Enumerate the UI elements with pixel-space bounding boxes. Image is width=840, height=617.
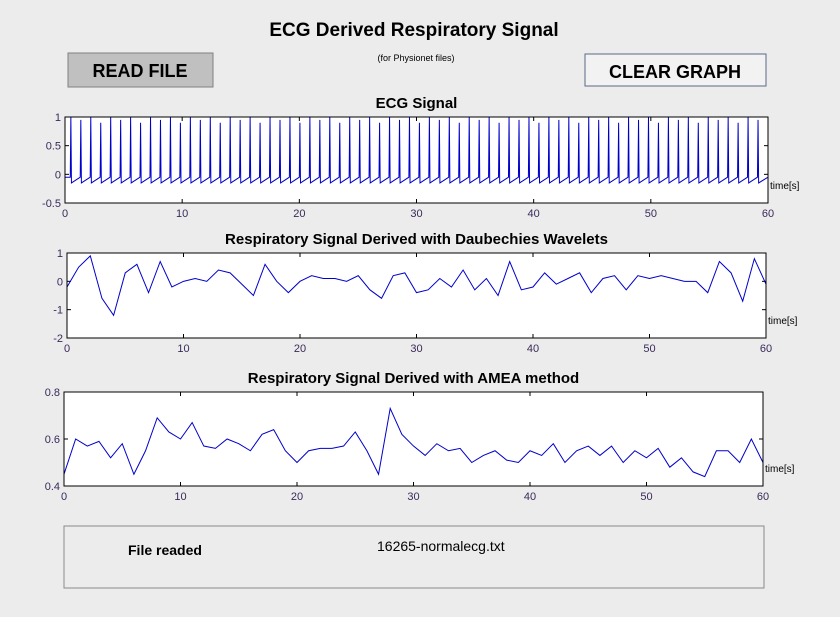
x-tick-label: 50	[645, 208, 657, 220]
y-tick-label: -2	[53, 333, 63, 345]
plot-title: ECG Signal	[376, 95, 458, 112]
y-tick-label: 0.5	[46, 141, 61, 153]
x-tick-label: 40	[528, 208, 540, 220]
file-panel	[63, 525, 765, 589]
plot-area	[64, 406, 763, 478]
read-file-button[interactable]: READ FILE	[67, 52, 214, 88]
x-tick-label: 0	[62, 208, 68, 220]
axes-background	[64, 392, 763, 486]
button-face[interactable]	[67, 52, 214, 88]
x-tick-label: 0	[61, 491, 67, 503]
clear-graph-button[interactable]: CLEAR GRAPH	[584, 53, 767, 87]
x-axis-label: time[s]	[765, 464, 795, 475]
x-tick-label: 40	[527, 343, 539, 355]
button-label[interactable]: READ FILE	[92, 61, 187, 81]
signal-line	[64, 406, 763, 478]
x-tick-label: 10	[176, 208, 188, 220]
x-axis-label: time[s]	[770, 181, 800, 192]
file-name: 16265-normalecg.txt	[377, 538, 505, 554]
x-tick-label: 10	[174, 491, 186, 503]
y-tick-label: 1	[55, 112, 61, 124]
y-tick-label: 1	[57, 248, 63, 260]
x-tick-label: 20	[291, 491, 303, 503]
y-tick-label: 0	[57, 276, 63, 288]
x-tick-label: 30	[410, 343, 422, 355]
axes-frame	[63, 391, 764, 487]
x-tick-label: 30	[407, 491, 419, 503]
main-title: ECG Derived Respiratory Signal	[269, 20, 558, 41]
axes-background	[67, 253, 766, 338]
y-tick-label: 0.4	[45, 481, 60, 493]
x-tick-label: 50	[643, 343, 655, 355]
x-tick-label: 50	[640, 491, 652, 503]
y-tick-label: -1	[53, 305, 63, 317]
plot-area	[67, 254, 766, 317]
file-label: File readed	[128, 542, 202, 558]
axes-background	[65, 117, 768, 203]
x-tick-label: 60	[760, 343, 772, 355]
axes-frame	[66, 252, 767, 339]
x-tick-label: 0	[64, 343, 70, 355]
y-tick-label: 0.8	[45, 387, 60, 399]
x-tick-label: 30	[410, 208, 422, 220]
button-label[interactable]: CLEAR GRAPH	[609, 62, 741, 82]
plot-area	[65, 117, 768, 184]
x-tick-label: 60	[762, 208, 774, 220]
x-tick-label: 20	[293, 208, 305, 220]
plot-title: Respiratory Signal Derived with Daubechi…	[225, 231, 608, 248]
y-tick-label: 0	[55, 169, 61, 181]
y-tick-label: 0.6	[45, 434, 60, 446]
signal-line	[65, 117, 768, 184]
x-tick-label: 60	[757, 491, 769, 503]
axes-frame	[64, 116, 769, 204]
x-axis-label: time[s]	[768, 316, 798, 327]
y-tick-label: -0.5	[42, 198, 61, 210]
x-tick-label: 40	[524, 491, 536, 503]
subtitle: (for Physionet files)	[377, 53, 454, 63]
signal-line	[67, 254, 766, 317]
plot-title: Respiratory Signal Derived with AMEA met…	[248, 370, 579, 387]
x-tick-label: 10	[177, 343, 189, 355]
button-face[interactable]	[584, 53, 767, 87]
x-tick-label: 20	[294, 343, 306, 355]
